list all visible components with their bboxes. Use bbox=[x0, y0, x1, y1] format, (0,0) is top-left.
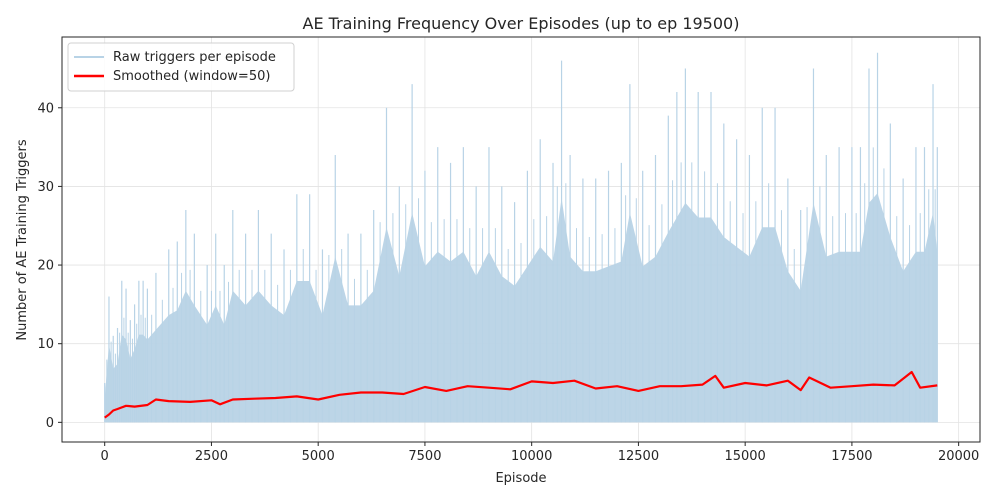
y-axis-ticks: 0 10 20 30 40 bbox=[37, 101, 62, 431]
x-tick-label: 17500 bbox=[831, 449, 872, 464]
x-tick-label: 12500 bbox=[618, 449, 659, 464]
x-tick-label: 2500 bbox=[195, 449, 228, 464]
x-axis-ticks: 0 2500 5000 7500 10000 12500 15000 17500 20000 bbox=[101, 442, 979, 464]
chart-title: AE Training Frequency Over Episodes (up … bbox=[303, 14, 740, 33]
y-tick-label: 10 bbox=[37, 337, 54, 352]
raw-series bbox=[104, 52, 938, 423]
x-tick-label: 10000 bbox=[511, 449, 552, 464]
x-tick-label: 15000 bbox=[724, 449, 765, 464]
x-tick-label: 7500 bbox=[408, 449, 441, 464]
x-tick-label: 20000 bbox=[938, 449, 979, 464]
x-axis-label: Episode bbox=[495, 471, 546, 486]
y-axis-label: Number of AE Training Triggers bbox=[15, 139, 30, 341]
y-tick-label: 30 bbox=[37, 180, 54, 195]
legend-smoothed-label: Smoothed (window=50) bbox=[113, 69, 270, 84]
y-tick-label: 40 bbox=[37, 101, 54, 116]
y-tick-label: 0 bbox=[46, 416, 54, 431]
legend-box bbox=[67, 42, 295, 92]
smoothed-series-line bbox=[104, 370, 938, 419]
x-tick-label: 5000 bbox=[302, 449, 335, 464]
y-tick-label: 20 bbox=[37, 259, 54, 274]
x-tick-label: 0 bbox=[101, 449, 109, 464]
smoothed-series bbox=[104, 370, 938, 419]
plot-frame bbox=[61, 36, 981, 443]
legend-raw-label: Raw triggers per episode bbox=[113, 50, 276, 65]
legend: Raw triggers per episode Smoothed (windo… bbox=[67, 42, 295, 92]
